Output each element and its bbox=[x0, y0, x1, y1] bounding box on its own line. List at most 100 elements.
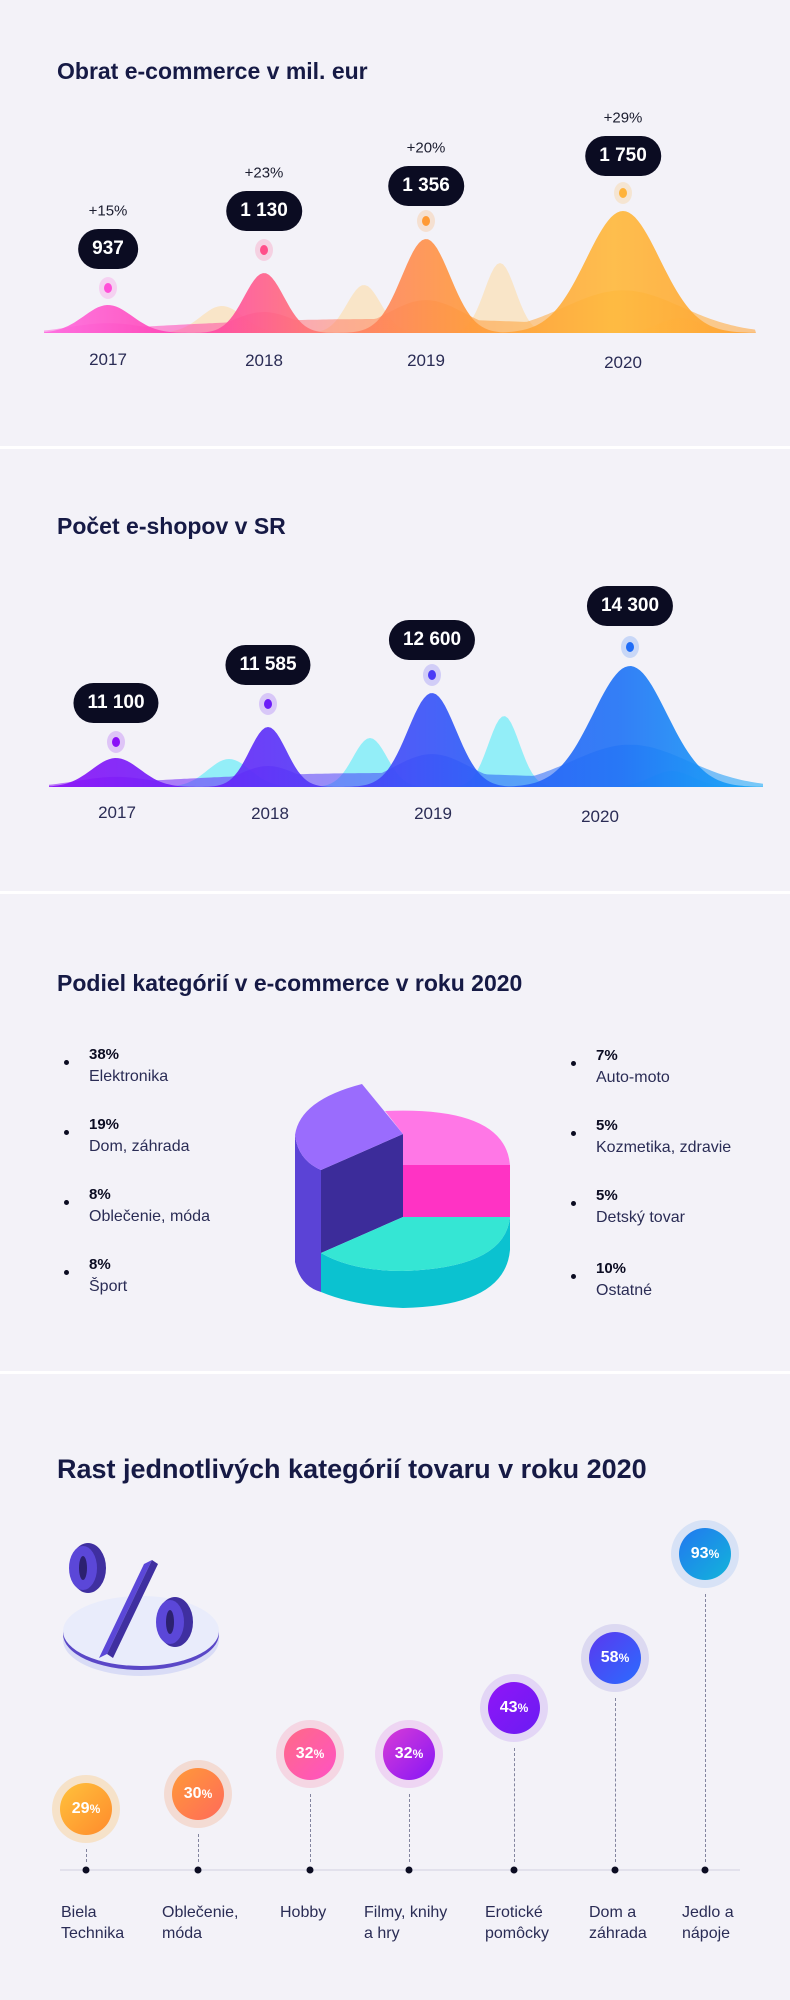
category-label-line: Erotické bbox=[485, 1904, 543, 1921]
value-bubble: 1 750 bbox=[585, 136, 661, 176]
value-marker-dot bbox=[417, 210, 435, 232]
growth-label: +15% bbox=[88, 202, 128, 220]
growth-unit: % bbox=[517, 1701, 529, 1715]
categories-share-section: Podiel kategórií v e-commerce v roku 202… bbox=[0, 894, 790, 1371]
category-label-line: nápoje bbox=[682, 1925, 731, 1942]
bullet-icon bbox=[64, 1130, 69, 1135]
axis-dot bbox=[701, 1866, 709, 1874]
growth-unit: % bbox=[412, 1747, 424, 1761]
legend-label: Auto-moto bbox=[596, 1069, 670, 1086]
value-marker-core bbox=[428, 670, 436, 680]
growth-bubble: 32% bbox=[276, 1720, 344, 1788]
bullet-icon bbox=[64, 1200, 69, 1205]
value-marker-dot bbox=[621, 636, 639, 658]
growth-bubble: 32% bbox=[375, 1720, 443, 1788]
value-bubble: 1 356 bbox=[388, 166, 464, 206]
value-marker-core bbox=[422, 216, 430, 226]
legend-item: 38% Elektronika bbox=[64, 1044, 168, 1088]
pie-slice-pink-side bbox=[403, 1165, 510, 1217]
growth-unit: % bbox=[89, 1802, 101, 1816]
eshops-title: Počet e-shopov v SR bbox=[57, 513, 286, 539]
growth-bubble: 30% bbox=[164, 1760, 232, 1828]
year-label: 2020 bbox=[581, 807, 619, 826]
axis-dot bbox=[611, 1866, 619, 1874]
value-marker-core bbox=[626, 642, 634, 652]
growth-bubble: 29% bbox=[52, 1775, 120, 1843]
legend-percent: 38% bbox=[89, 1046, 120, 1063]
pie-slice-elektronika-side bbox=[295, 1135, 321, 1292]
category-label-line: Jedlo a bbox=[682, 1904, 734, 1921]
turnover-section: Obrat e-commerce v mil. eur 937 +15% 2017 1… bbox=[0, 0, 790, 446]
axis-dot bbox=[82, 1866, 90, 1874]
value-marker-core bbox=[260, 245, 268, 255]
value-bubble: 14 300 bbox=[586, 586, 674, 626]
growth-value: 30 bbox=[183, 1785, 202, 1802]
value-marker-core bbox=[104, 283, 112, 293]
percent-illustration-icon bbox=[63, 1543, 219, 1676]
category-label: Jedlo a nápoje bbox=[682, 1902, 782, 1944]
growth-unit: % bbox=[201, 1787, 213, 1801]
growth-value: 32 bbox=[295, 1745, 314, 1762]
dashed-connector bbox=[86, 1849, 87, 1862]
legend-label: Šport bbox=[89, 1278, 128, 1295]
value-marker-dot bbox=[255, 239, 273, 261]
legend-percent: 8% bbox=[89, 1256, 111, 1273]
dashed-connector bbox=[198, 1834, 199, 1862]
legend-percent: 5% bbox=[596, 1187, 618, 1204]
legend-label: Ostatné bbox=[596, 1282, 653, 1299]
legend-label: Oblečenie, móda bbox=[89, 1208, 210, 1225]
background-wave bbox=[44, 263, 756, 333]
category-label-line: Oblečenie, bbox=[162, 1904, 239, 1921]
turnover-title: Obrat e-commerce v mil. eur bbox=[57, 58, 368, 84]
background-wave bbox=[49, 716, 763, 787]
legend-item: 10% Ostatné bbox=[571, 1258, 653, 1302]
pie-slice-elektronika-top bbox=[295, 1084, 403, 1170]
legend-item: 8% Oblečenie, móda bbox=[64, 1184, 210, 1228]
dashed-connector bbox=[409, 1794, 410, 1862]
growth-bubble-core: 58% bbox=[589, 1632, 641, 1684]
pie-slice-elektronika-face bbox=[321, 1134, 403, 1253]
category-label-line: Biela bbox=[61, 1904, 97, 1921]
growth-bubble: 43% bbox=[480, 1674, 548, 1742]
turnover-area-chart bbox=[44, 211, 756, 333]
growth-bubble-core: 32% bbox=[284, 1728, 336, 1780]
value-wave bbox=[44, 211, 756, 333]
legend-label: Dom, záhrada bbox=[89, 1138, 190, 1155]
category-label: Filmy, knihy a hry bbox=[364, 1902, 464, 1944]
year-label: 2019 bbox=[407, 351, 445, 370]
category-label-line: a hry bbox=[364, 1925, 400, 1942]
category-label-line: pomôcky bbox=[485, 1925, 550, 1942]
dashed-connector bbox=[615, 1698, 616, 1862]
growth-label: +29% bbox=[603, 109, 643, 127]
category-label-line: Filmy, knihy bbox=[364, 1904, 448, 1921]
bullet-icon bbox=[571, 1061, 576, 1066]
value-marker-dot bbox=[259, 693, 277, 715]
value-bubble: 1 130 bbox=[226, 191, 302, 231]
legend-item: 5% Kozmetika, zdravie bbox=[571, 1115, 732, 1159]
value-marker-dot bbox=[107, 731, 125, 753]
pie-slice-teal-top bbox=[321, 1217, 510, 1271]
value-marker-dot bbox=[423, 664, 441, 686]
legend-item: 8% Šport bbox=[64, 1254, 128, 1298]
value-bubble: 11 585 bbox=[225, 645, 311, 685]
bullet-icon bbox=[571, 1274, 576, 1279]
bullet-icon bbox=[571, 1201, 576, 1206]
axis-dot bbox=[510, 1866, 518, 1874]
categories-share-title: Podiel kategórií v e-commerce v roku 202… bbox=[57, 970, 523, 996]
legend-item: 7% Auto-moto bbox=[571, 1045, 670, 1089]
eshops-area-chart bbox=[49, 666, 763, 787]
axis-dot bbox=[405, 1866, 413, 1874]
legend-percent: 8% bbox=[89, 1186, 111, 1203]
dashed-connector bbox=[514, 1748, 515, 1862]
growth-axis-line bbox=[60, 1869, 740, 1871]
growth-value: 43 bbox=[499, 1699, 518, 1716]
axis-dot bbox=[306, 1866, 314, 1874]
value-marker-core bbox=[264, 699, 272, 709]
value-marker-core bbox=[112, 737, 120, 747]
growth-unit: % bbox=[708, 1547, 720, 1561]
legend-label: Kozmetika, zdravie bbox=[596, 1139, 732, 1156]
bullet-icon bbox=[571, 1131, 576, 1136]
growth-value: 93 bbox=[690, 1545, 709, 1562]
growth-value: 58 bbox=[600, 1649, 619, 1666]
category-label-line: Dom a bbox=[589, 1904, 637, 1921]
